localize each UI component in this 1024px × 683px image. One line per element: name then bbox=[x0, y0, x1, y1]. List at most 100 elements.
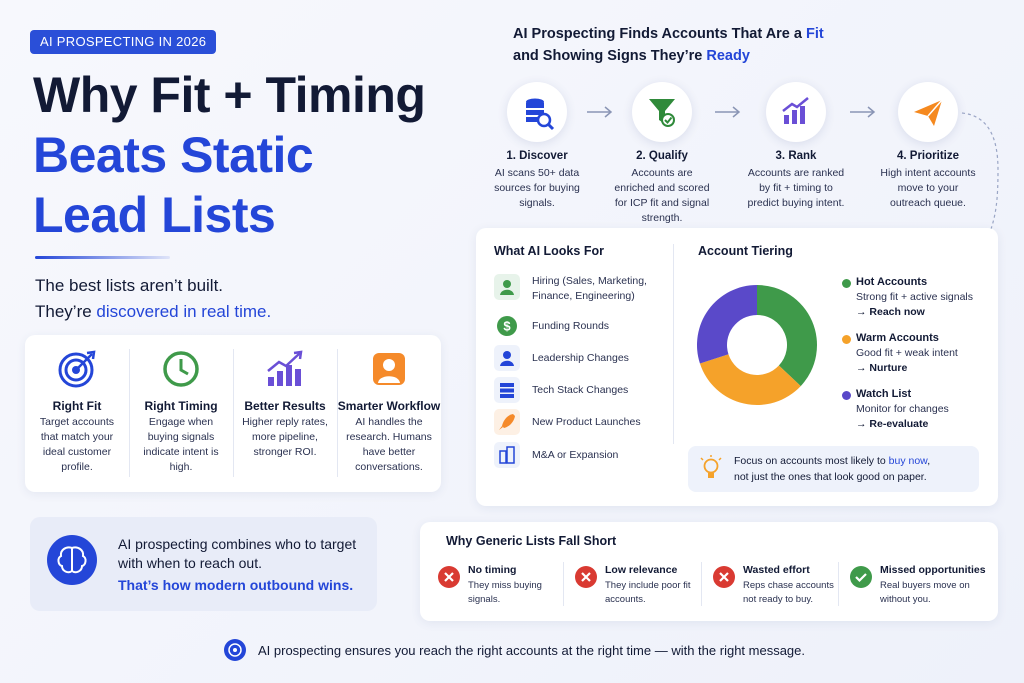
benefits-card: Right Fit Target accounts that match you… bbox=[25, 335, 441, 492]
person-icon bbox=[373, 353, 405, 385]
heading-text: AI Prospecting Finds Accounts That Are a bbox=[513, 26, 806, 42]
shortfall-text: They include poor fit accounts. bbox=[605, 580, 691, 605]
signal-icon bbox=[494, 274, 520, 300]
tip-text: not just the ones that look good on pape… bbox=[734, 471, 927, 483]
brain-icon bbox=[47, 535, 97, 585]
signal-icon: $ bbox=[494, 313, 520, 339]
legend-action: → Nurture bbox=[856, 362, 908, 374]
legend-title: Warm Accounts bbox=[856, 332, 939, 344]
legend-dot bbox=[842, 391, 851, 400]
benefit-title: Right Fit bbox=[52, 399, 102, 413]
shortfall-title: Low relevance bbox=[605, 564, 678, 576]
step-text: AI scans 50+ data sources for buying sig… bbox=[494, 167, 580, 209]
shortfall-title: Missed opportunities bbox=[880, 564, 986, 576]
benefit-title: Right Timing bbox=[144, 399, 218, 413]
benefit: Right Timing Engage when buying signals … bbox=[129, 335, 233, 492]
heading-text: and Showing Signs They’re bbox=[513, 48, 707, 64]
donut-segment bbox=[757, 285, 817, 387]
signal-text: Leadership Changes bbox=[532, 352, 629, 364]
legend: Hot Accounts Strong fit + active signals →… bbox=[836, 276, 986, 446]
generic-card: Why Generic Lists Fall Short No timing Th… bbox=[420, 522, 998, 621]
tip-highlight: buy now bbox=[888, 455, 928, 467]
section-title: What AI Looks For bbox=[494, 244, 604, 258]
badge: AI PROSPECTING IN 2026 bbox=[30, 30, 217, 54]
callout: AI prospecting combines who to target wi… bbox=[30, 517, 377, 611]
footer-icon bbox=[224, 639, 246, 661]
callout-text: AI prospecting combines who to target wi… bbox=[118, 536, 357, 571]
subtitle-text: They’re bbox=[35, 302, 97, 321]
signal-icon bbox=[494, 345, 520, 371]
signal-text: Tech Stack Changes bbox=[532, 384, 629, 396]
signal-text: New Product Launches bbox=[532, 416, 641, 428]
signal-text: Hiring (Sales, Marketing, Finance, Engin… bbox=[532, 275, 647, 302]
step-text: Accounts are ranked by fit + timing to p… bbox=[747, 167, 845, 209]
step-text: High intent accounts move to your outrea… bbox=[880, 167, 976, 209]
section-title: Why Generic Lists Fall Short bbox=[446, 534, 617, 548]
divider bbox=[673, 244, 674, 444]
legend-description: Monitor for changes bbox=[856, 403, 949, 415]
connector bbox=[961, 112, 999, 233]
benefit-text: Target accounts that match your ideal cu… bbox=[39, 416, 115, 473]
svg-text:$: $ bbox=[503, 319, 511, 334]
step-title: 2. Qualify bbox=[636, 150, 688, 162]
bulb-icon bbox=[700, 455, 722, 478]
clock-icon bbox=[163, 351, 199, 387]
tip-part: Focus on accounts most likely to bbox=[734, 455, 889, 467]
legend-action: → Re-evaluate bbox=[856, 418, 929, 430]
donut-chart bbox=[697, 285, 817, 405]
step-icon bbox=[898, 82, 958, 142]
benefit: Better Results Higher reply rates, more … bbox=[233, 335, 337, 492]
benefit: Smarter Workflow AI handles the research… bbox=[337, 335, 441, 492]
process-heading: and Showing Signs They’re Ready bbox=[513, 48, 750, 64]
benefit-title: Smarter Workflow bbox=[337, 399, 441, 413]
chart-title: Account Tiering bbox=[698, 244, 793, 258]
footer-text: AI prospecting ensures you reach the rig… bbox=[258, 643, 806, 658]
separator bbox=[701, 562, 702, 606]
benefit-text: Higher reply rates, more pipeline, stron… bbox=[242, 416, 328, 458]
separator bbox=[233, 349, 234, 477]
donut-segment bbox=[699, 354, 801, 405]
shortfall-text: Real buyers move on without you. bbox=[880, 580, 970, 605]
step-icon bbox=[507, 82, 567, 142]
step-text: Accounts are enriched and scored for ICP… bbox=[614, 167, 710, 224]
signal-text: M&A or Expansion bbox=[532, 449, 619, 461]
benefit-text: Engage when buying signals indicate inte… bbox=[143, 416, 219, 473]
step-title: 1. Discover bbox=[506, 150, 568, 162]
callout-emphasis: That’s how modern outbound wins. bbox=[118, 577, 354, 593]
growth-icon bbox=[267, 350, 303, 386]
shortfall-title: Wasted effort bbox=[743, 564, 810, 576]
title-line: Why Fit + Timing bbox=[33, 67, 426, 123]
signal-icon bbox=[494, 442, 520, 468]
tip-box: Focus on accounts most likely to buy now… bbox=[688, 446, 979, 492]
check-icon bbox=[850, 566, 872, 588]
separator bbox=[563, 562, 564, 606]
signal-icon bbox=[494, 377, 520, 403]
separator bbox=[129, 349, 130, 477]
shortfall-text: They miss buying signals. bbox=[468, 580, 542, 605]
step-icon bbox=[766, 82, 826, 142]
shortfall-text: Reps chase accounts not ready to buy. bbox=[743, 580, 834, 605]
benefit-title: Better Results bbox=[244, 399, 326, 413]
legend-dot bbox=[842, 279, 851, 288]
separator bbox=[337, 349, 338, 477]
x-icon bbox=[713, 566, 735, 588]
target-icon bbox=[58, 350, 96, 388]
heading-highlight: Ready bbox=[706, 48, 750, 64]
title-line: Lead Lists bbox=[33, 187, 276, 243]
legend-action: → Reach now bbox=[856, 306, 925, 318]
legend-description: Good fit + weak intent bbox=[856, 347, 958, 359]
legend-title: Watch List bbox=[856, 388, 912, 400]
title-line: Beats Static bbox=[33, 127, 314, 183]
x-icon bbox=[575, 566, 597, 588]
legend-dot bbox=[842, 335, 851, 344]
signals-card: What AI Looks For Hiring (Sales, Marketi… bbox=[476, 228, 998, 506]
title-underline bbox=[35, 256, 170, 259]
signal-text: Funding Rounds bbox=[532, 320, 610, 332]
subtitle-highlight: discovered in real time. bbox=[96, 302, 272, 321]
x-icon bbox=[438, 566, 460, 588]
arrow bbox=[587, 106, 613, 118]
heading-highlight: Fit bbox=[806, 26, 824, 42]
process-heading: AI Prospecting Finds Accounts That Are a… bbox=[513, 26, 824, 42]
subtitle: The best lists aren’t built. bbox=[35, 276, 224, 295]
